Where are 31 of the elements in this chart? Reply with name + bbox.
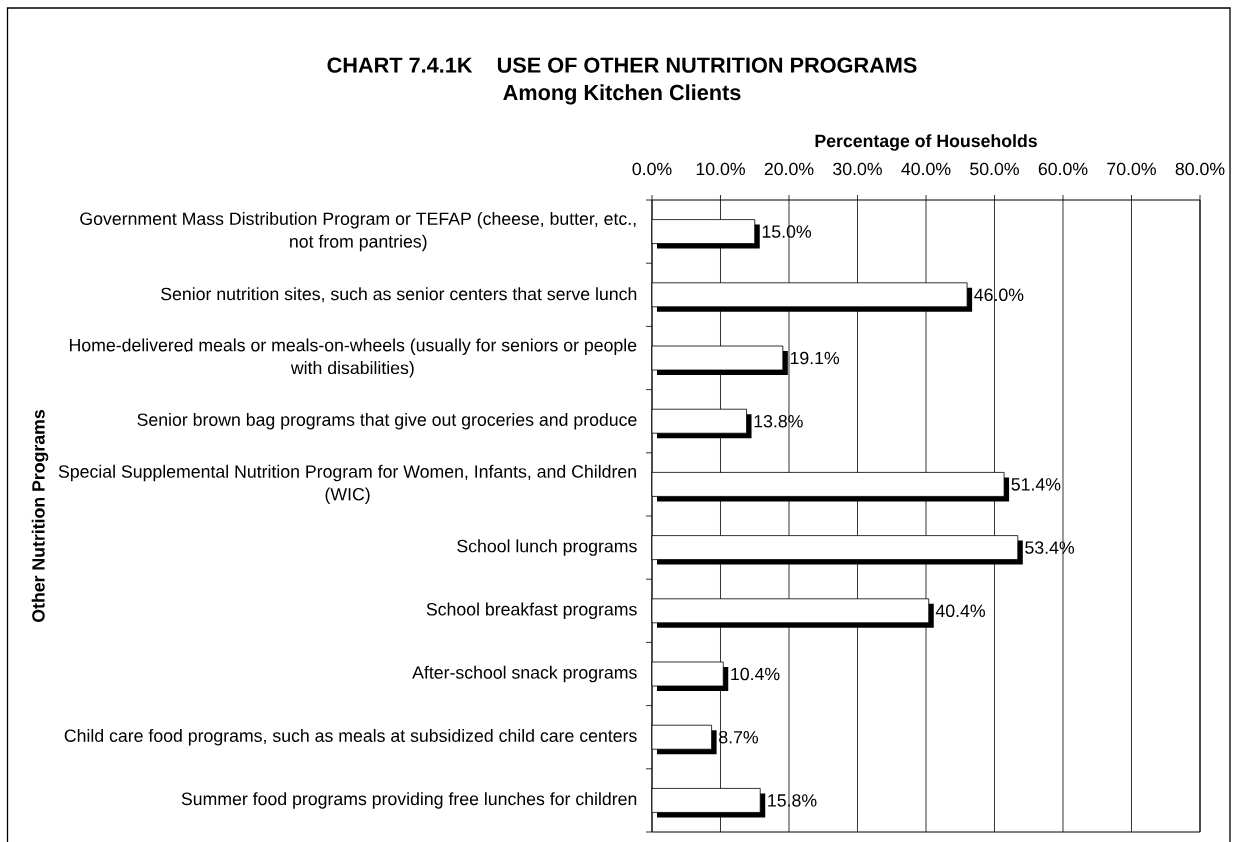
x-tick-label: 30.0%: [833, 162, 882, 176]
x-tick-label: 50.0%: [970, 162, 1019, 176]
data-label: 53.4%: [1025, 541, 1075, 554]
data-label: 15.0%: [762, 225, 811, 238]
data-label: 15.8%: [768, 794, 817, 807]
y-tick-label: Senior brown bag programs that give out groceries and produce: [137, 412, 637, 430]
x-tick-label: 70.0%: [1107, 162, 1156, 176]
data-label: 10.4%: [731, 667, 780, 681]
x-tick-label: 60.0%: [1038, 162, 1088, 176]
y-tick-label: After-school snack programs: [412, 665, 637, 683]
data-label: 19.1%: [790, 351, 840, 365]
chart-title: CHART 7.4.1K USE OF OTHER NUTRITION PROGRAMS: [327, 57, 917, 73]
x-axis-title: Percentage of Households: [815, 134, 1037, 151]
y-tick-label: Senior nutrition sites, such as senior centers that serve lunch: [161, 287, 637, 303]
x-tick-label: 10.0%: [696, 162, 745, 176]
x-tick-label: 80.0%: [1175, 162, 1225, 176]
y-tick-label: Special Supplemental Nutrition Program for Women, Infants, and Children (WIC): [58, 464, 636, 505]
y-tick-label: Government Mass Distribution Program or TEFAP (cheese, butter, etc., not from pantries): [80, 212, 636, 252]
y-tick-label: Summer food programs providing free lunches for children: [181, 792, 637, 809]
data-label: 13.8%: [754, 414, 803, 428]
x-tick-label: 0.0%: [632, 162, 672, 176]
chart-subtitle: Among Kitchen Clients: [503, 84, 741, 105]
y-tick-label: School breakfast programs: [426, 602, 637, 620]
data-label: 40.4%: [935, 604, 985, 618]
y-tick-label: Child care food programs, such as meals at subsidized child care centers: [64, 728, 637, 746]
data-label: 51.4%: [1011, 478, 1061, 491]
x-tick-label: 20.0%: [764, 162, 814, 176]
y-tick-label: Home-delivered meals or meals-on-wheels (usually for seniors or people with disabilities): [69, 338, 637, 378]
y-tick-label: School lunch programs: [457, 539, 637, 556]
y-axis-title: Other Nutrition Programs: [31, 410, 49, 622]
x-tick-label: 40.0%: [901, 162, 951, 176]
